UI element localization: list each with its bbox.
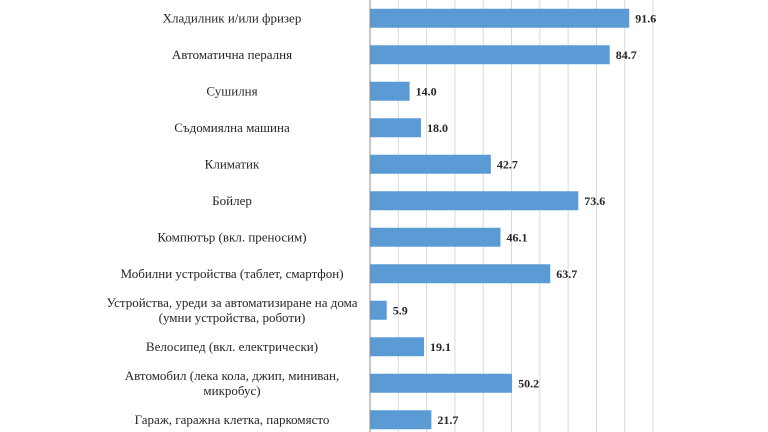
bar — [370, 300, 387, 320]
category-label-line: Устройства, уреди за автоматизиране на д… — [106, 295, 357, 310]
bar — [370, 8, 630, 28]
category-label: Съдомиялна машина — [174, 120, 290, 135]
category-label-line: микробус) — [203, 383, 260, 398]
data-label: 50.2 — [518, 376, 539, 390]
bar — [370, 118, 421, 138]
data-label: 14.0 — [416, 84, 437, 98]
bar — [370, 81, 410, 101]
category-label-line: Бойлер — [212, 193, 252, 208]
category-label-line: Мобилни устройства (таблет, смартфон) — [120, 266, 343, 281]
data-label: 73.6 — [584, 194, 605, 208]
bar — [370, 337, 425, 357]
data-label: 5.9 — [393, 303, 408, 317]
category-label: Гараж, гаражна клетка, паркомясто — [135, 412, 330, 427]
gridlines — [397, 0, 654, 432]
bar — [370, 410, 432, 430]
data-label: 42.7 — [497, 157, 518, 171]
bar — [370, 227, 501, 247]
category-label: Велосипед (вкл. електрически) — [146, 339, 318, 354]
data-label: 63.7 — [556, 267, 577, 281]
category-label: Климатик — [205, 156, 260, 171]
category-label-line: Сушилня — [206, 83, 257, 98]
bar — [370, 264, 551, 284]
bars — [370, 8, 630, 430]
category-label: Автомобил (лека кола, джип, миниван, микр… — [125, 368, 340, 398]
category-label-line: Хладилник и/или фризер — [163, 10, 302, 25]
category-label-line: Велосипед (вкл. електрически) — [146, 339, 318, 354]
data-label: 84.7 — [616, 48, 637, 62]
category-label-line: Автомобил (лека кола, джип, миниван, — [125, 368, 340, 383]
category-label-line: Компютър (вкл. преносим) — [157, 229, 306, 244]
category-label-line: Съдомиялна машина — [174, 120, 290, 135]
category-label: Хладилник и/или фризер — [163, 10, 302, 25]
data-label: 91.6 — [635, 11, 656, 25]
bar — [370, 154, 491, 174]
bar — [370, 191, 579, 211]
category-labels: Хладилник и/или фризер Автоматична пералн… — [106, 10, 357, 427]
category-label-line: Гараж, гаражна клетка, паркомясто — [135, 412, 330, 427]
data-label: 19.1 — [430, 340, 451, 354]
bar — [370, 45, 610, 65]
bar — [370, 373, 513, 393]
category-label: Сушилня — [206, 83, 257, 98]
value-labels: 91.6 84.7 14.0 18.0 42.7 73.6 46.1 63.7 5.9 19.1 5… — [393, 11, 657, 427]
category-label: Бойлер — [212, 193, 252, 208]
category-label: Автоматична пералня — [172, 47, 292, 62]
data-label: 18.0 — [427, 121, 448, 135]
category-label-line: Климатик — [205, 156, 260, 171]
category-label: Устройства, уреди за автоматизиране на д… — [106, 295, 357, 325]
category-label-line: Автоматична пералня — [172, 47, 292, 62]
category-label-line: (умни устройства, роботи) — [159, 310, 306, 325]
category-label: Компютър (вкл. преносим) — [157, 229, 306, 244]
data-label: 21.7 — [437, 413, 458, 427]
category-label: Мобилни устройства (таблет, смартфон) — [120, 266, 343, 281]
data-label: 46.1 — [506, 230, 527, 244]
